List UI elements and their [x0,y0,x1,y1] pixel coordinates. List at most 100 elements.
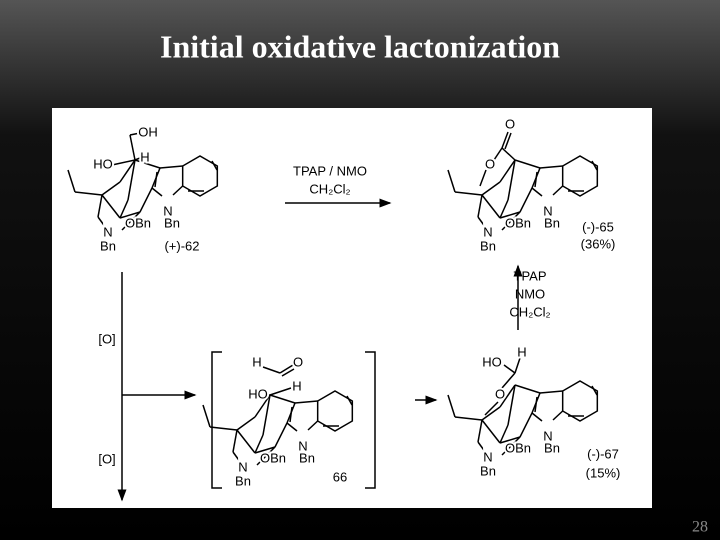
reagent: [O] [98,451,115,466]
compound-label: (+)-62 [164,238,199,253]
bond [119,211,141,219]
bond [519,187,533,213]
bond [501,147,516,161]
bond [101,181,121,196]
bond [531,187,543,197]
bond [514,159,541,169]
bond [236,429,256,454]
atom-label: O [293,354,303,369]
bond [493,147,503,161]
yield: (36%) [581,236,616,251]
atom-label: Bn [480,463,496,478]
atom-label: N [298,438,307,453]
compound-label: 66 [333,469,347,484]
bond [477,441,487,454]
atom-label: Bn [235,473,251,488]
reagent: [O] [98,331,115,346]
reagent: CH₂Cl₂ [309,181,350,196]
atom-label: HO [248,386,268,401]
bond [74,191,103,196]
bond [232,429,238,453]
bond [539,390,563,394]
bond [499,384,516,408]
bond [129,134,136,161]
bond [479,169,487,187]
atom-label: Bn [544,215,560,230]
bond [481,406,501,421]
reagent: TPAP / NMO [293,163,367,178]
bond [269,394,296,404]
atom-label: Bn [299,450,315,465]
arrows [117,198,523,502]
bond [236,416,256,431]
page-number: 28 [692,519,708,536]
bond [281,368,295,377]
bond [477,419,483,443]
atom-label: HO [482,354,502,369]
bond [159,165,183,169]
bond [262,394,271,436]
atom-label: OBn [505,440,531,455]
bond [232,451,242,464]
bond [499,211,521,219]
atom-label: N [103,224,112,239]
bond [454,416,483,421]
bond [139,187,153,213]
reagent: TPAP [514,268,547,283]
atom-label: Bn [480,238,496,253]
atom-label: N [238,459,247,474]
bond [134,159,161,169]
bond [499,159,516,183]
reagent: NMO [515,286,545,301]
bond [514,357,521,374]
bond [531,412,543,422]
bond [289,406,293,423]
bond [119,199,129,219]
bond [127,159,136,201]
bond [346,395,353,406]
bond [539,165,563,169]
atom-label: Bn [544,440,560,455]
yield: (15%) [586,465,621,480]
bond [211,160,218,171]
bond [262,366,281,374]
bond [119,159,136,183]
atom-label: N [163,203,172,218]
bond [254,446,276,454]
atom-label: OBn [260,450,286,465]
atom-label: Bn [164,215,180,230]
bond [274,422,288,448]
bond [121,211,141,231]
bond [477,216,487,229]
atom-label: O [485,156,495,171]
bond [307,420,319,431]
bond [501,372,516,389]
scheme-panel [52,108,652,508]
compound-label: (-)-65 [582,219,614,234]
atom-label: N [483,224,492,239]
compound-label: (-)-67 [587,446,619,461]
bond [477,194,483,218]
atom-label: N [483,449,492,464]
bond [499,199,509,219]
atom-label: OH [138,124,158,139]
atom-label: H [252,354,261,369]
atom-label: N [543,428,552,443]
atom-label: Bn [100,238,116,253]
bond [552,185,564,196]
bond [134,157,141,161]
bond [484,401,499,416]
bond [507,159,516,201]
bond [151,187,163,197]
bond [101,194,121,219]
atom-label: H [292,378,301,393]
bond [503,364,516,374]
bond [202,404,211,428]
bond [501,131,509,149]
bond [501,211,521,231]
bond [256,446,276,466]
atom-label: OBn [505,215,531,230]
bond [591,160,598,171]
slide-title: Initial oxidative lactonization [160,28,560,64]
bond [67,169,76,193]
